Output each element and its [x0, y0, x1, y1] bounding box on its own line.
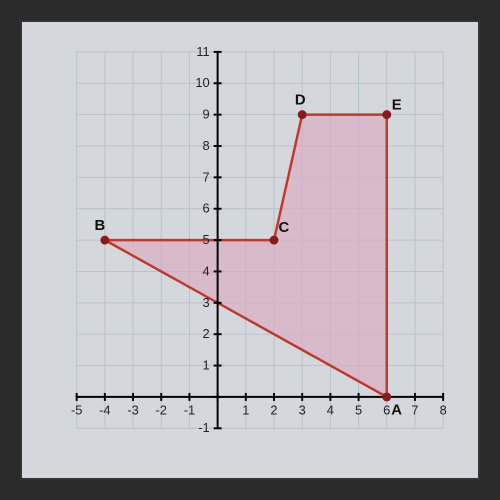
vertex-label-c: C — [279, 220, 290, 236]
x-axis-label: -2 — [156, 403, 167, 418]
chart-frame: -5 -4 -3 -2 -1 1 2 3 4 5 6 7 8 -1 1 2 3 4 5 6 7 8 9 10 11 A B C D E — [20, 20, 480, 480]
vertex-label-e: E — [392, 98, 402, 114]
y-axis-label: 9 — [203, 107, 210, 122]
y-axis-label: -1 — [198, 420, 209, 435]
x-axis-label: 1 — [242, 403, 249, 418]
y-axis-label: 4 — [203, 263, 210, 278]
vertex-label-d: D — [295, 93, 306, 109]
y-axis-label: 8 — [203, 138, 210, 153]
y-axis-label: 1 — [203, 358, 210, 373]
y-axis-label: 2 — [203, 326, 210, 341]
y-axis-label: 10 — [195, 75, 209, 90]
x-axis-label: -3 — [127, 403, 138, 418]
coordinate-chart: -5 -4 -3 -2 -1 1 2 3 4 5 6 7 8 -1 1 2 3 4 5 6 7 8 9 10 11 A B C D E — [42, 42, 458, 458]
chart-container: -5 -4 -3 -2 -1 1 2 3 4 5 6 7 8 -1 1 2 3 4 5 6 7 8 9 10 11 A B C D E — [42, 42, 458, 458]
vertex-point-b — [101, 236, 109, 244]
y-axis-label: 11 — [196, 44, 209, 59]
x-axis-label: 5 — [355, 403, 362, 418]
x-axis-label: -1 — [184, 403, 195, 418]
vertex-point-a — [383, 393, 391, 401]
vertex-point-c — [270, 236, 278, 244]
x-axis-label: 6 — [383, 403, 390, 418]
x-axis-label: -4 — [99, 403, 110, 418]
y-axis-label: 5 — [203, 232, 210, 247]
y-axis-label: 6 — [203, 201, 210, 216]
x-axis-label: 2 — [270, 403, 277, 418]
x-axis-label: 4 — [327, 403, 334, 418]
x-axis-label: 8 — [440, 403, 447, 418]
vertex-label-a: A — [391, 403, 402, 419]
x-axis-label: 3 — [299, 403, 306, 418]
x-axis-label: -5 — [71, 403, 82, 418]
x-axis-label: 7 — [411, 403, 418, 418]
y-axis-label: 3 — [203, 295, 210, 310]
y-axis-label: 7 — [203, 169, 210, 184]
vertex-point-e — [383, 111, 391, 119]
vertex-point-d — [298, 111, 306, 119]
vertex-label-b: B — [95, 218, 106, 234]
